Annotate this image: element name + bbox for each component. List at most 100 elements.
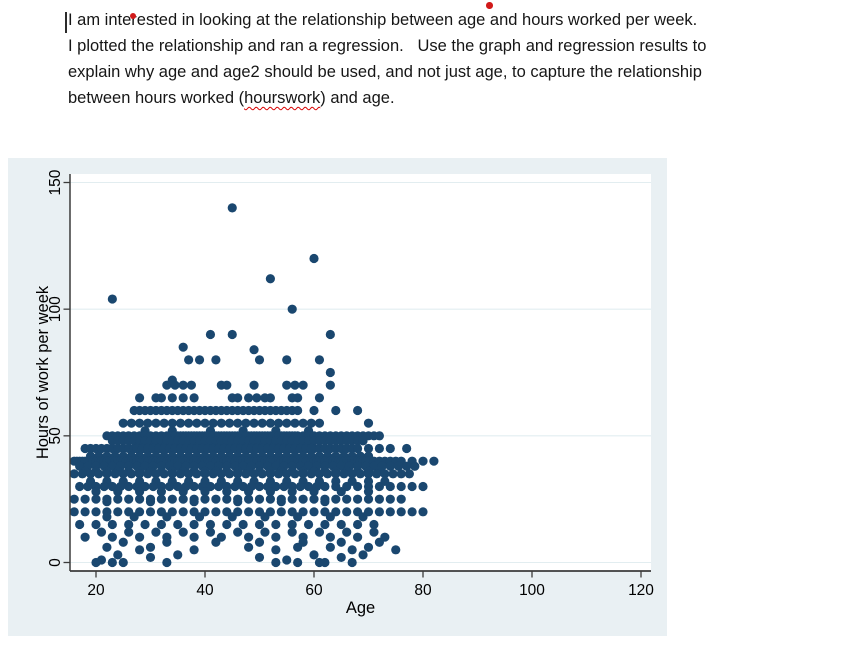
text-cursor[interactable]: [65, 12, 67, 33]
data-point: [396, 494, 406, 504]
data-point: [249, 418, 259, 428]
data-point: [287, 519, 297, 530]
data-point: [107, 557, 117, 568]
data-point: [124, 481, 134, 492]
data-point: [129, 512, 139, 522]
data-point: [189, 497, 199, 507]
data-point: [156, 486, 166, 497]
data-point: [205, 519, 216, 530]
data-point: [287, 527, 297, 537]
data-point: [118, 469, 128, 479]
data-point: [124, 527, 134, 537]
data-point: [372, 469, 382, 479]
data-point: [290, 418, 300, 428]
data-point: [276, 497, 286, 507]
data-point: [353, 405, 363, 416]
data-point: [222, 519, 232, 530]
data-point: [331, 494, 341, 504]
data-point: [167, 393, 177, 403]
data-point: [388, 469, 398, 479]
data-point: [306, 418, 316, 428]
data-point: [363, 443, 374, 454]
data-point: [192, 469, 202, 479]
data-point: [363, 494, 374, 504]
data-point: [260, 512, 270, 522]
data-point: [339, 469, 349, 479]
data-point: [374, 443, 384, 454]
data-point: [200, 494, 210, 504]
data-point: [287, 486, 297, 497]
data-point: [107, 532, 117, 542]
scatter-chart: 20 40 60 80 100 120 0 50 100 150 Age Hours of work …: [8, 158, 667, 636]
data-point: [113, 494, 123, 504]
data-point: [178, 507, 188, 517]
data-point: [393, 461, 404, 471]
data-point: [173, 550, 183, 560]
paragraph-line: between hours worked (hourswork) and age…: [68, 85, 828, 111]
red-proofing-dot-icon: [486, 2, 493, 9]
data-point: [118, 557, 128, 568]
data-point: [336, 552, 346, 563]
data-point: [293, 557, 303, 568]
data-point: [298, 494, 308, 504]
data-point: [325, 367, 335, 378]
data-point: [143, 418, 153, 428]
data-point: [244, 486, 254, 497]
data-point: [303, 519, 314, 530]
data-point: [254, 355, 265, 365]
data-point: [159, 418, 169, 428]
data-point: [347, 557, 357, 568]
data-point: [363, 469, 374, 479]
data-point: [374, 537, 384, 547]
data-point: [309, 405, 319, 416]
data-point: [164, 481, 175, 492]
data-point: [211, 355, 221, 365]
data-point: [323, 469, 333, 479]
data-point: [102, 512, 112, 522]
data-point: [118, 418, 128, 428]
data-point: [178, 486, 188, 497]
data-point: [211, 537, 221, 547]
data-point: [140, 519, 150, 530]
data-point: [91, 519, 101, 530]
data-point: [167, 418, 177, 428]
data-point: [91, 557, 101, 568]
data-point: [175, 418, 186, 428]
data-point: [342, 494, 352, 504]
data-point: [254, 519, 265, 530]
data-point: [156, 519, 166, 530]
data-point: [369, 519, 379, 530]
data-point: [257, 469, 267, 479]
data-point: [135, 469, 145, 479]
line-text: between hours worked (: [68, 89, 245, 107]
data-point: [363, 542, 374, 552]
data-point: [151, 469, 161, 479]
data-point: [282, 380, 292, 390]
data-point: [75, 519, 85, 530]
data-point: [233, 393, 243, 403]
data-point: [355, 469, 365, 479]
y-tick-label: 150: [47, 169, 64, 195]
data-point: [309, 494, 319, 504]
data-point: [279, 481, 289, 492]
data-point: [363, 486, 374, 497]
data-point: [156, 393, 166, 403]
paragraph-line: explain why age and age2 should be used,…: [68, 63, 702, 81]
data-point: [347, 469, 357, 479]
data-point: [273, 469, 284, 479]
data-point: [252, 393, 262, 403]
paragraph-line: I plotted the relationship and ran a reg…: [68, 37, 707, 55]
data-point: [385, 443, 395, 454]
data-point: [353, 519, 363, 530]
data-point: [96, 527, 107, 537]
data-point: [205, 527, 216, 537]
line-text: ) and age.: [320, 89, 395, 107]
data-point: [363, 418, 374, 428]
data-point: [162, 557, 172, 568]
data-point: [290, 380, 300, 390]
data-point: [189, 393, 199, 403]
data-point: [69, 494, 79, 504]
data-point: [75, 481, 85, 492]
x-tick-label: 60: [305, 582, 323, 599]
data-point: [325, 542, 335, 552]
